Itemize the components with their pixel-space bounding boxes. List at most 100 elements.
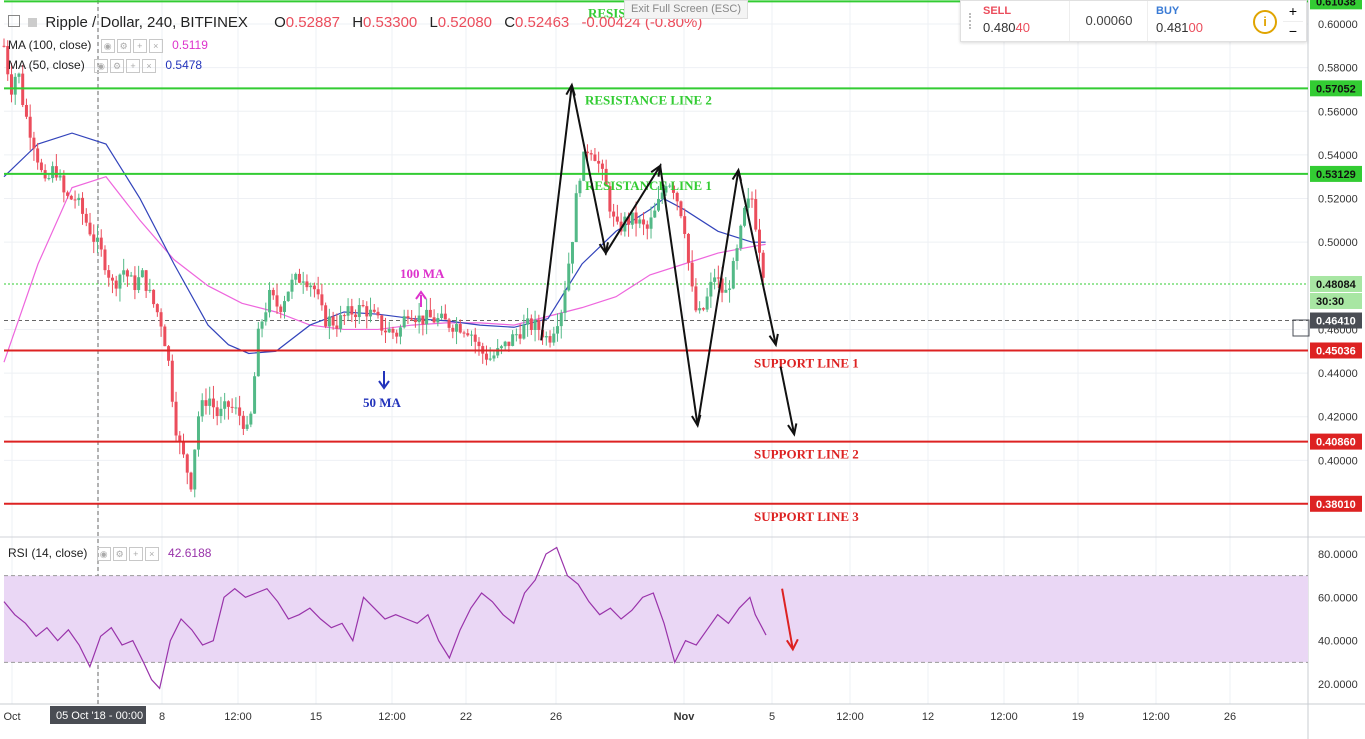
price-tick-label: 0.50000 [1318,237,1358,249]
add-icon[interactable]: + [132,39,147,54]
rsi-controls[interactable]: ◉ ⚙ + × [96,546,161,562]
candle-body [58,175,62,178]
time-tick-label: 12:00 [1142,711,1170,723]
candle-body [182,442,186,455]
close-icon[interactable]: × [144,547,159,562]
zoom-in-button[interactable]: + [1283,1,1303,22]
level-label: SUPPORT LINE 2 [754,447,859,462]
price-label-box [1310,342,1362,359]
candle-body [114,280,118,289]
time-crosshair-label: 05 Oct '18 - 00:00 [56,710,143,722]
projection-arrow [779,366,796,435]
symbol-header: Ripple / Dollar, 240, BITFINEX O0.52887 … [8,14,702,31]
candle-body [249,413,253,425]
sell-button[interactable]: SELL 0.48040 [969,1,1070,41]
candle-body [316,289,320,295]
candle-body [125,270,129,277]
ma100-legend[interactable]: MA (100, close) ◉ ⚙ + × 0.5119 [8,38,208,54]
candle-body [103,249,107,271]
eye-icon[interactable]: ◉ [94,59,109,74]
close-icon[interactable]: × [148,39,163,54]
ma100-controls[interactable]: ◉ ⚙ + × [100,38,165,54]
gear-icon[interactable]: ⚙ [116,39,131,54]
price-label-resistance: 0.57052 [1316,83,1356,95]
pattern-zigzag [540,84,777,426]
candle-body [54,166,58,178]
add-icon[interactable]: + [126,59,141,74]
candle-body [701,308,705,310]
candle-body [24,104,28,117]
candle-body [671,185,675,193]
price-label-crosshair: 0.46410 [1316,316,1356,328]
candle-body [522,324,526,339]
candle-body [36,148,40,163]
close-label: C [504,14,516,31]
candle-body [739,225,743,249]
candle-body [709,281,713,297]
price-label-resistance: 0.53129 [1316,169,1356,181]
rsi-band [4,575,1308,663]
candle-body [724,289,728,293]
ma50-value: 0.5478 [165,58,203,72]
buy-button[interactable]: BUY 0.48100 [1147,1,1244,41]
candle-body [28,116,32,138]
exit-fullscreen-button[interactable]: Exit Full Screen (ESC) [624,0,749,19]
info-icon[interactable]: i [1253,10,1277,34]
price-label-current: 0.48084 [1316,279,1357,291]
candle-body [331,316,335,326]
time-tick-label: 12:00 [990,711,1018,723]
candle-body [301,281,305,283]
candle-body [204,400,208,406]
collapse-icon[interactable] [8,15,20,27]
candle-body [110,277,114,281]
candle-body [574,193,578,243]
price-label-box [1310,312,1362,329]
symbol-title: Ripple / Dollar, 240, BITFINEX [45,14,248,31]
ma50-controls[interactable]: ◉ ⚙ + × [94,58,158,74]
eye-icon[interactable]: ◉ [100,39,115,54]
candle-body [99,237,103,250]
ma50-legend[interactable]: MA (50, close) ◉ ⚙ + × 0.5478 [8,58,203,74]
candle-body [219,408,223,417]
candle-body [503,341,507,347]
candle-body [354,314,358,318]
candle-body [335,325,339,329]
candle-body [365,306,369,317]
candle-body [664,186,668,193]
candle-body [286,291,290,302]
time-tick-label: 12:00 [836,711,864,723]
candle-body [754,199,758,230]
candle-body [518,334,522,339]
candle-body [200,400,204,417]
annotation-50ma: 50 MA [363,395,402,410]
rsi-legend[interactable]: RSI (14, close) ◉ ⚙ + × 42.6188 [8,546,212,562]
candle-body [645,224,649,229]
candle-body [260,321,264,329]
candle-body [698,308,702,311]
gear-icon[interactable]: ⚙ [110,59,125,74]
candle-body [279,306,283,312]
candle-body [432,317,436,323]
candle-body [484,353,488,360]
candle-body [757,229,761,253]
candle-body [761,252,765,278]
candle-body [556,326,560,334]
candle-body [559,312,563,327]
add-icon[interactable]: + [128,547,143,562]
pattern-arrow-head [691,414,702,428]
candle-body [653,210,657,218]
eye-icon[interactable]: ◉ [96,547,111,562]
candle-body [716,277,720,279]
time-tick-label: 15 [310,711,322,723]
rsi-value: 42.6188 [168,546,212,560]
candle-body [275,295,279,307]
candle-body [615,216,619,222]
time-tick-label: 19 [1072,711,1084,723]
zoom-out-button[interactable]: − [1288,23,1298,39]
close-icon[interactable]: × [142,59,157,74]
gear-icon[interactable]: ⚙ [112,547,127,562]
candle-body [548,336,552,343]
candle-body [223,401,227,409]
candle-body [6,45,10,75]
